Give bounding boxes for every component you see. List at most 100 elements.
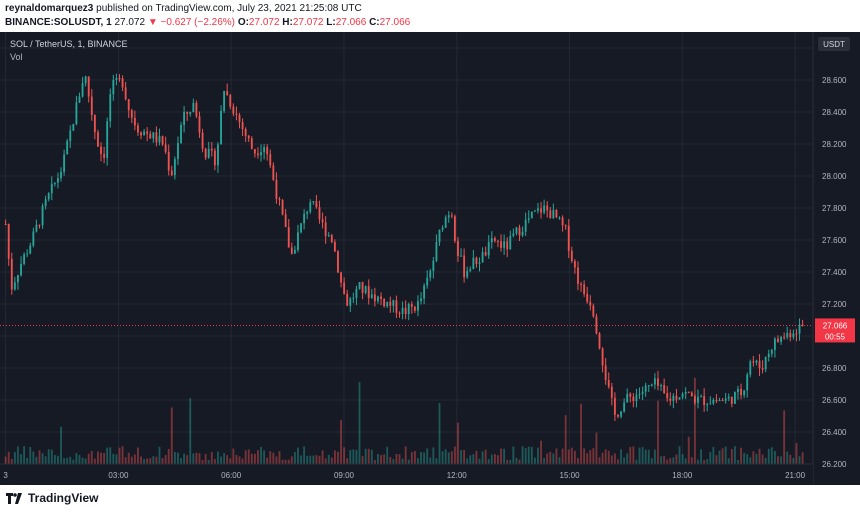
volume-bar bbox=[109, 447, 112, 464]
volume-bar bbox=[558, 457, 561, 464]
volume-bar bbox=[767, 448, 770, 464]
volume-bar bbox=[509, 459, 512, 464]
candle-body bbox=[133, 117, 136, 126]
candle-body bbox=[364, 286, 367, 293]
candle-body bbox=[727, 396, 730, 399]
volume-bar bbox=[112, 453, 115, 464]
candle-body bbox=[303, 213, 306, 224]
volume-bar bbox=[657, 400, 659, 464]
candle-body bbox=[632, 396, 635, 402]
volume-bar bbox=[241, 458, 244, 464]
price-axis[interactable] bbox=[813, 32, 860, 485]
candle-body bbox=[586, 293, 589, 302]
candle-body bbox=[675, 395, 678, 400]
candle-body bbox=[540, 208, 542, 213]
candle-body bbox=[100, 146, 102, 155]
candle-body bbox=[620, 411, 622, 417]
volume-bar bbox=[275, 456, 278, 464]
volume-bar bbox=[312, 455, 315, 464]
volume-bar bbox=[521, 446, 524, 464]
volume-bar bbox=[503, 448, 506, 464]
chart-area[interactable]: 28.80028.60028.40028.20028.00027.80027.6… bbox=[0, 32, 860, 485]
volume-bar bbox=[577, 458, 579, 464]
volume-bar bbox=[641, 447, 644, 464]
price-tick-label: 27.400 bbox=[822, 268, 847, 277]
candle-body bbox=[610, 386, 613, 398]
candle-body bbox=[140, 132, 142, 136]
volume-bar bbox=[573, 450, 576, 464]
candle-body bbox=[41, 205, 44, 226]
time-tick-label: 21:00 bbox=[785, 471, 806, 480]
candle-body bbox=[592, 305, 595, 317]
candle-body bbox=[666, 393, 669, 399]
volume-bar bbox=[183, 453, 186, 464]
volume-bar bbox=[478, 458, 481, 464]
candle-body bbox=[220, 110, 222, 145]
volume-bar bbox=[140, 456, 142, 464]
volume-bar bbox=[204, 453, 207, 464]
candle-body bbox=[121, 78, 124, 88]
candle-body bbox=[777, 338, 779, 342]
volume-bar bbox=[118, 447, 121, 464]
volume-legend[interactable]: Vol bbox=[10, 52, 23, 62]
volume-bar bbox=[78, 455, 81, 464]
volume-bar bbox=[358, 382, 361, 464]
candle-body bbox=[453, 216, 456, 241]
candle-body bbox=[792, 333, 795, 338]
footer: TradingView bbox=[0, 485, 860, 512]
volume-bar bbox=[210, 452, 213, 464]
candle-body bbox=[201, 132, 204, 149]
candle-body bbox=[389, 301, 392, 306]
volume-bar bbox=[260, 446, 262, 464]
volume-bar bbox=[506, 459, 509, 464]
price-tick-label: 28.600 bbox=[822, 76, 847, 85]
candle-body bbox=[752, 361, 755, 363]
candle-body bbox=[530, 211, 533, 219]
volume-bar bbox=[149, 458, 152, 464]
candle-body bbox=[558, 217, 561, 219]
volume-bar bbox=[263, 450, 266, 464]
volume-bar bbox=[512, 446, 515, 464]
candle-body bbox=[290, 247, 293, 254]
volume-bar bbox=[777, 456, 779, 464]
candle-body bbox=[324, 222, 327, 236]
close-label: C: bbox=[369, 17, 380, 28]
volume-bar bbox=[647, 449, 650, 464]
volume-bar bbox=[730, 448, 733, 464]
volume-bar bbox=[423, 452, 426, 464]
time-axis-ticks: 3 03:00 06:00 09:00 12:00 15:00 18:00 21:00 bbox=[3, 471, 805, 480]
volume-bar bbox=[475, 450, 478, 464]
volume-bar bbox=[690, 457, 693, 464]
candle-body bbox=[466, 270, 469, 278]
volume-bar bbox=[770, 447, 773, 464]
candle-body bbox=[737, 388, 739, 393]
volume-bar bbox=[349, 450, 352, 464]
price-tag: 27.066 00:55 bbox=[815, 318, 855, 343]
volume-bar bbox=[564, 415, 567, 464]
author-name[interactable]: reynaldomarquez3 bbox=[5, 3, 94, 14]
candle-body bbox=[410, 304, 413, 307]
tradingview-logo[interactable]: TradingView bbox=[6, 491, 98, 505]
candle-body bbox=[229, 95, 232, 107]
candle-body bbox=[386, 301, 389, 307]
candle-body bbox=[706, 404, 709, 406]
candle-body bbox=[300, 223, 302, 233]
volume-bar bbox=[783, 410, 786, 464]
candle-body bbox=[130, 110, 133, 118]
volume-bar bbox=[407, 459, 410, 464]
volume-bar bbox=[337, 451, 339, 464]
price-chart[interactable]: 28.80028.60028.40028.20028.00027.80027.6… bbox=[0, 32, 860, 485]
time-axis[interactable] bbox=[0, 464, 813, 485]
candle-body bbox=[555, 209, 558, 218]
volume-bar bbox=[472, 454, 475, 464]
volume-bar bbox=[97, 451, 99, 464]
candle-body bbox=[767, 353, 770, 358]
high-label: H: bbox=[282, 17, 293, 28]
candle-body bbox=[195, 102, 198, 117]
volume-bar bbox=[773, 450, 776, 464]
chart-legend-title[interactable]: SOL / TetherUS, 1, BINANCE bbox=[10, 39, 128, 49]
candle-body bbox=[583, 284, 586, 294]
volume-bar bbox=[453, 446, 456, 464]
candle-body bbox=[161, 136, 164, 145]
currency-badge[interactable]: USDT bbox=[818, 37, 850, 51]
